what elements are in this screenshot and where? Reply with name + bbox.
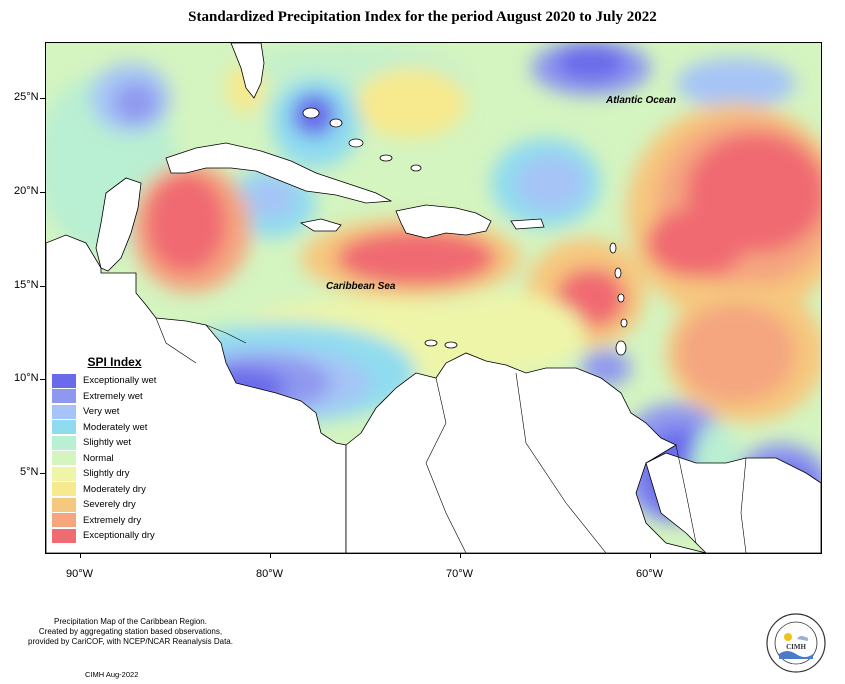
lat-label-15n: 15°N (14, 279, 39, 291)
lon-tick (270, 553, 271, 558)
lat-tick (40, 473, 45, 474)
legend-label: Moderately wet (83, 421, 148, 433)
footnote-line: Precipitation Map of the Caribbean Regio… (54, 617, 207, 626)
footnote-line: provided by CariCOF, with NCEP/NCAR Rean… (28, 637, 233, 646)
legend-label: Slightly wet (83, 437, 132, 449)
spi-map-canvas (46, 43, 821, 553)
lat-label-5n: 5°N (20, 466, 39, 478)
legend-label: Very wet (83, 406, 120, 418)
spi-map: Atlantic Ocean Caribbean Sea (45, 42, 822, 554)
legend-swatch (52, 466, 76, 481)
legend-item: Severely dry (52, 497, 167, 513)
lon-tick (460, 553, 461, 558)
legend-item: Slightly dry (52, 466, 167, 482)
credit-text: CIMH Aug-2022 (85, 670, 139, 679)
legend-label: Exceptionally dry (83, 530, 155, 542)
lat-label-10n: 10°N (14, 372, 39, 384)
spi-legend: SPI Index Exceptionally wet Extremely wet… (52, 355, 167, 544)
legend-swatch (52, 389, 76, 404)
legend-item: Normal (52, 451, 167, 467)
legend-rows: Exceptionally wet Extremely wet Very wet Mo… (52, 373, 167, 544)
legend-label: Extremely wet (83, 390, 143, 402)
legend-swatch (52, 482, 76, 497)
lon-tick (650, 553, 651, 558)
legend-label: Slightly dry (83, 468, 130, 480)
legend-swatch (52, 528, 76, 543)
caribbean-sea-label: Caribbean Sea (326, 281, 396, 292)
land-masses (46, 43, 821, 553)
legend-swatch (52, 420, 76, 435)
legend-item: Very wet (52, 404, 167, 420)
legend-swatch (52, 404, 76, 419)
lat-tick (40, 286, 45, 287)
legend-item: Exceptionally dry (52, 528, 167, 544)
lon-label-90w: 90°W (66, 568, 94, 580)
legend-swatch (52, 497, 76, 512)
legend-swatch (52, 513, 76, 528)
legend-label: Exceptionally wet (83, 375, 157, 387)
lat-tick (40, 379, 45, 380)
legend-swatch (52, 451, 76, 466)
legend-label: Normal (83, 452, 114, 464)
legend-item: Moderately wet (52, 420, 167, 436)
legend-label: Extremely dry (83, 514, 142, 526)
legend-swatch (52, 373, 76, 388)
atlantic-ocean-label: Atlantic Ocean (606, 95, 677, 106)
lat-label-25n: 25°N (14, 91, 39, 103)
lat-tick (40, 98, 45, 99)
borders (155, 317, 747, 553)
legend-label: Severely dry (83, 499, 136, 511)
lon-tick (80, 553, 81, 558)
legend-label: Moderately dry (83, 483, 146, 495)
cimh-logo: CIMH (765, 612, 827, 674)
legend-item: Exceptionally wet (52, 373, 167, 389)
lon-label-60w: 60°W (636, 568, 664, 580)
footnote-line: Created by aggregating station based obs… (38, 627, 223, 636)
lat-label-20n: 20°N (14, 185, 39, 197)
footnote: Precipitation Map of the Caribbean Regio… (8, 617, 253, 647)
legend-title: SPI Index (87, 355, 142, 369)
lon-label-70w: 70°W (446, 568, 474, 580)
legend-item: Extremely wet (52, 389, 167, 405)
cimh-logo-icon: CIMH (766, 613, 826, 673)
legend-item: Slightly wet (52, 435, 167, 451)
map-title: Standardized Precipitation Index for the… (188, 9, 657, 25)
legend-swatch (52, 435, 76, 450)
legend-item: Extremely dry (52, 513, 167, 529)
lon-label-80w: 80°W (256, 568, 284, 580)
lat-tick (40, 192, 45, 193)
legend-item: Moderately dry (52, 482, 167, 498)
cimh-logo-text: CIMH (786, 643, 806, 651)
